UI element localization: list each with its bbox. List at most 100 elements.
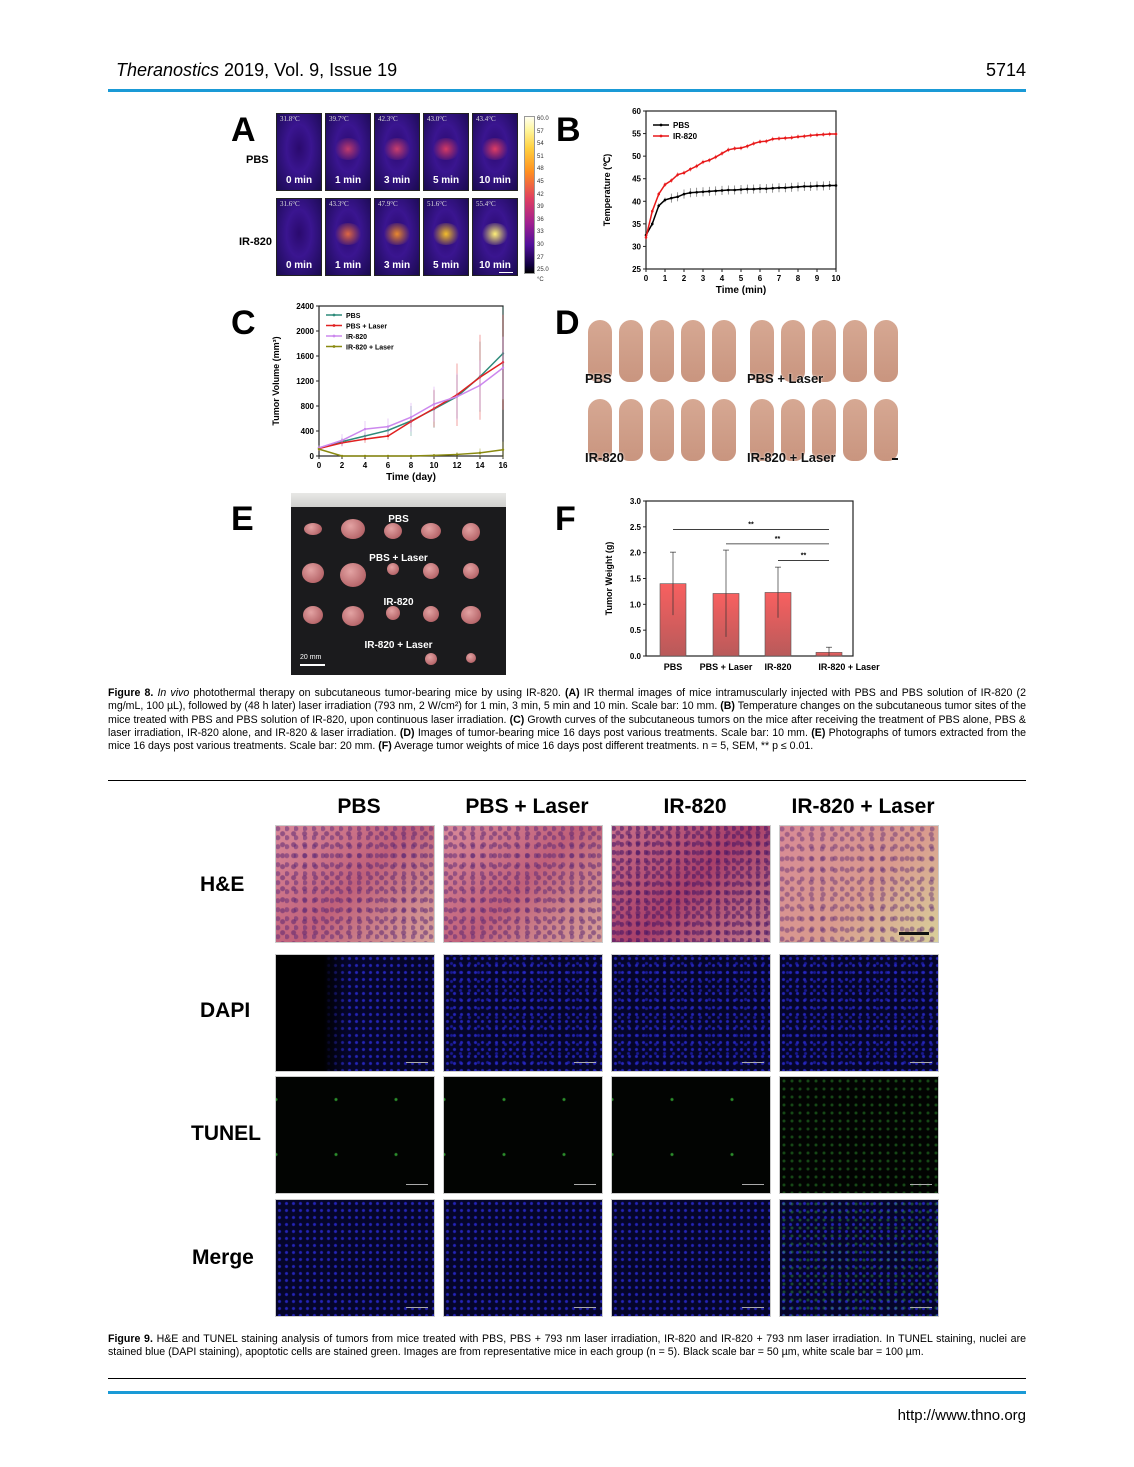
- mouse: [750, 399, 774, 461]
- merge-image-pbs-laser: [443, 1199, 603, 1317]
- thermal-time-label: 3 min: [383, 260, 411, 271]
- mice-label-pbs-laser: PBS + Laser: [747, 371, 824, 386]
- svg-text:5: 5: [739, 274, 744, 283]
- thermal-image-pbs-2: 42.3°C 3 min: [374, 113, 420, 191]
- svg-text:30: 30: [632, 242, 641, 251]
- thermal-temp-label: 39.7°C: [329, 115, 349, 123]
- panel-letter-e: E: [231, 500, 254, 538]
- mouse: [812, 399, 836, 461]
- page-number: 5714: [985, 60, 1026, 80]
- svg-text:1.0: 1.0: [630, 600, 642, 609]
- figure8-caption: Figure 8. In vivo photothermal therapy o…: [108, 687, 1026, 753]
- mouse: [843, 399, 867, 461]
- svg-text:**: **: [801, 552, 807, 559]
- mouse: [712, 320, 736, 382]
- colorbar-tick: 60.0: [537, 116, 549, 122]
- he-image-pbs-laser: [443, 825, 603, 943]
- svg-text:Time (day): Time (day): [386, 472, 436, 483]
- mouse: [712, 399, 736, 461]
- running-header-journal: Theranostics 2019, Vol. 9, Issue 19: [116, 60, 397, 81]
- svg-text:IR-820 + Laser: IR-820 + Laser: [346, 345, 394, 352]
- svg-text:Tumor Volume (mm³): Tumor Volume (mm³): [271, 336, 281, 425]
- tumor: [302, 563, 324, 583]
- tumor: [303, 606, 323, 624]
- thermal-image-ir820-3: 51.6°C 5 min: [423, 198, 469, 276]
- panel-letter-d: D: [555, 304, 580, 342]
- scale-bar-white: [742, 1184, 764, 1185]
- svg-text:14: 14: [476, 461, 485, 470]
- heat-spot: [333, 138, 363, 161]
- mouse: [874, 320, 898, 382]
- svg-text:Temperature (℃): Temperature (℃): [602, 154, 612, 226]
- colorbar-tick: 51: [537, 153, 544, 160]
- colorbar-tick: 36: [537, 216, 544, 223]
- colorbar-unit: °C: [537, 277, 544, 283]
- colorbar-tick: 27: [537, 254, 544, 261]
- svg-text:2.5: 2.5: [630, 523, 642, 532]
- mice-label-ir820: IR-820: [585, 450, 625, 465]
- thermal-row-label-ir820: IR-820: [239, 236, 273, 248]
- scale-bar-white: [574, 1184, 596, 1185]
- thermal-time-label: 5 min: [432, 260, 460, 271]
- mouse: [843, 320, 867, 382]
- scale-bar-white: [742, 1062, 764, 1063]
- tumor: [463, 563, 479, 579]
- he-image-ir820: [611, 825, 771, 943]
- svg-text:**: **: [775, 536, 781, 543]
- panel-letter-b: B: [556, 111, 581, 149]
- thermal-image-ir820-0: 31.6°C 0 min: [276, 198, 322, 276]
- tumor-label-pbs-laser: PBS + Laser: [369, 553, 428, 564]
- svg-text:40: 40: [632, 197, 641, 206]
- svg-text:12: 12: [453, 461, 462, 470]
- svg-text:800: 800: [301, 402, 315, 411]
- mice-photo-ir820-laser: IR-820 + Laser: [742, 395, 904, 468]
- mouse: [619, 320, 643, 382]
- journal-issue: 2019, Vol. 9, Issue 19: [219, 60, 398, 80]
- svg-text:PBS: PBS: [673, 121, 690, 130]
- caption-title: Figure 8.: [108, 687, 154, 699]
- heat-spot: [431, 138, 461, 161]
- mouse: [874, 399, 898, 461]
- journal-url-link[interactable]: http://www.thno.org: [897, 1407, 1026, 1424]
- svg-text:Tumor Weight (g): Tumor Weight (g): [604, 542, 614, 616]
- fig9-col-pbs-laser: PBS + Laser: [465, 795, 589, 818]
- svg-text:9: 9: [815, 274, 820, 283]
- scale-bar-white: [910, 1307, 932, 1308]
- thermal-image-pbs-3: 43.0°C 5 min: [423, 113, 469, 191]
- svg-text:50: 50: [632, 152, 641, 161]
- svg-text:1: 1: [663, 274, 668, 283]
- caption-text: Temperature changes on the subcutaneous …: [108, 700, 1026, 726]
- tumor-growth-line-chart: 0 400 800 1200 1600 2000 2400 0 2 4 6 8 10 12 14 16 Time…: [271, 302, 508, 483]
- heat-spot: [333, 223, 363, 246]
- heat-spot: [284, 223, 314, 246]
- scale-bar-white: [406, 1307, 428, 1308]
- merge-image-pbs: [275, 1199, 435, 1317]
- svg-text:IR-820 + Laser: IR-820 + Laser: [818, 662, 880, 672]
- colorbar-tick: 57: [537, 128, 544, 135]
- heat-spot: [480, 223, 510, 246]
- header-rule: [108, 89, 1026, 92]
- mice-photo-pbs: PBS: [580, 316, 738, 389]
- svg-text:8: 8: [796, 274, 801, 283]
- caption-text: IR thermal images of mice intramuscularl…: [108, 687, 1026, 713]
- dapi-image-pbs: [275, 954, 435, 1072]
- thermal-temp-label: 47.9°C: [378, 200, 398, 208]
- caption-text: photothermal therapy on subcutaneous tum…: [189, 687, 565, 699]
- svg-text:0: 0: [310, 452, 315, 461]
- colorbar-tick: 48: [537, 166, 544, 173]
- svg-text:60: 60: [632, 107, 641, 116]
- tumor-photo: PBS PBS + Laser IR-820 IR-820 + Laser 20…: [291, 493, 506, 675]
- svg-text:1200: 1200: [296, 377, 314, 386]
- panel-letter-f: F: [555, 500, 576, 538]
- svg-text:7: 7: [777, 274, 782, 283]
- svg-text:3.0: 3.0: [630, 497, 642, 506]
- caption-ref-b: (B): [720, 700, 735, 713]
- thermal-image-pbs-4: 43.4°C 10 min: [472, 113, 518, 191]
- svg-text:3: 3: [701, 274, 706, 283]
- svg-text:16: 16: [499, 461, 508, 470]
- scale-bar-white: [910, 1062, 932, 1063]
- heat-spot: [284, 138, 314, 161]
- tumor-scale-label: 20 mm: [300, 654, 322, 661]
- svg-text:0.0: 0.0: [630, 652, 642, 661]
- svg-text:IR-820: IR-820: [673, 132, 698, 141]
